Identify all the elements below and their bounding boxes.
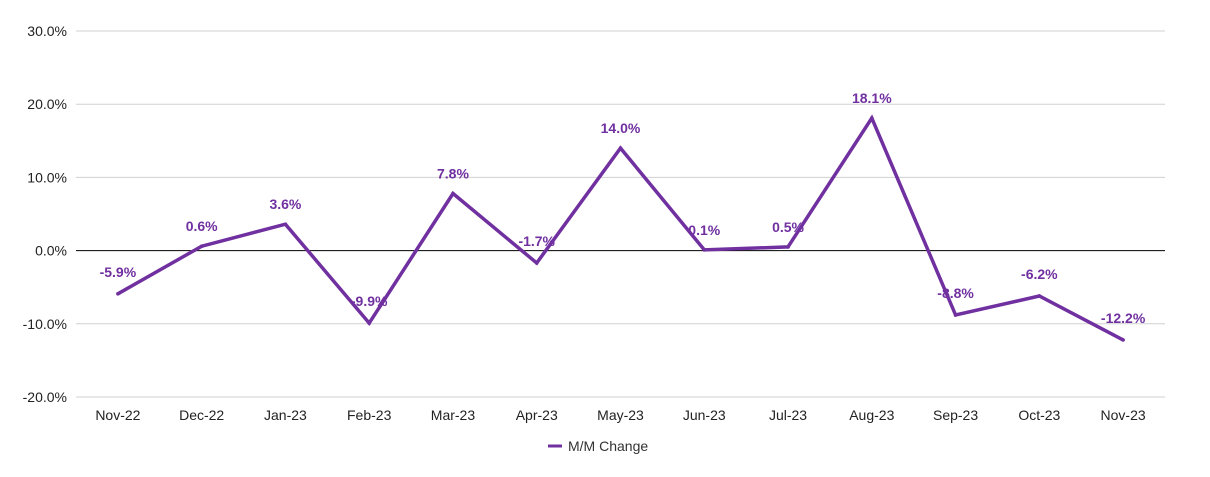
data-point <box>870 116 874 120</box>
data-label: 18.1% <box>852 90 892 106</box>
series-line <box>117 114 1124 342</box>
data-label: 0.5% <box>772 219 804 235</box>
data-point <box>116 291 120 296</box>
data-point <box>1121 338 1125 342</box>
y-tick-label: 20.0% <box>27 96 67 112</box>
data-label: -6.2% <box>1021 266 1058 282</box>
x-tick-label: Jul-23 <box>769 407 807 423</box>
series-layer <box>116 114 1125 342</box>
x-tick-label: Jun-23 <box>683 407 726 423</box>
x-tick-label: Aug-23 <box>849 407 894 423</box>
x-tick-label: Apr-23 <box>516 407 558 423</box>
data-point <box>451 191 455 196</box>
data-point <box>786 245 790 249</box>
y-tick-label: -20.0% <box>23 389 67 405</box>
data-point <box>618 146 623 150</box>
data-label: 0.6% <box>186 218 218 234</box>
legend: M/M Change <box>548 438 648 454</box>
x-tick-label: Nov-22 <box>95 407 140 423</box>
y-tick-label: 0.0% <box>35 243 67 259</box>
x-tick-label: May-23 <box>597 407 644 423</box>
data-label: -5.9% <box>100 264 137 280</box>
data-label: 14.0% <box>601 120 641 136</box>
x-axis-ticks: Nov-22 Dec-22 Jan-23 Feb-23 Mar-23 Apr-23 May-… <box>95 407 1146 423</box>
data-point <box>953 313 958 317</box>
y-tick-label: -10.0% <box>23 316 67 332</box>
legend-label-m-m-change: M/M Change <box>568 438 648 454</box>
data-label: -8.8% <box>937 285 974 301</box>
data-point <box>534 261 539 265</box>
data-labels: -5.9% 0.6% 3.6% -9.9% 7.8% -1.7% 14.0% 0.1% 0.5%… <box>100 90 1146 326</box>
x-tick-label: Dec-22 <box>179 407 224 423</box>
data-label: 7.8% <box>437 166 469 182</box>
data-point <box>367 321 371 325</box>
data-point <box>199 244 204 249</box>
data-label: 0.1% <box>688 222 720 238</box>
data-label: -12.2% <box>1101 310 1146 326</box>
x-tick-label: Jan-23 <box>264 407 307 423</box>
x-tick-label: Nov-23 <box>1101 407 1146 423</box>
data-point <box>702 248 707 252</box>
x-tick-label: Oct-23 <box>1018 407 1060 423</box>
y-tick-label: 30.0% <box>27 23 67 39</box>
data-label: -1.7% <box>518 233 555 249</box>
data-label: -9.9% <box>351 293 388 309</box>
x-tick-label: Sep-23 <box>933 407 978 423</box>
grid-layer <box>76 30 1165 398</box>
data-point <box>1037 294 1042 298</box>
data-label: 3.6% <box>269 196 301 212</box>
y-axis-ticks: 30.0% 20.0% 10.0% 0.0% -10.0% -20.0% <box>23 23 67 405</box>
y-tick-label: 10.0% <box>27 169 67 185</box>
data-point <box>283 222 288 227</box>
x-tick-label: Mar-23 <box>431 407 476 423</box>
x-tick-label: Feb-23 <box>347 407 392 423</box>
